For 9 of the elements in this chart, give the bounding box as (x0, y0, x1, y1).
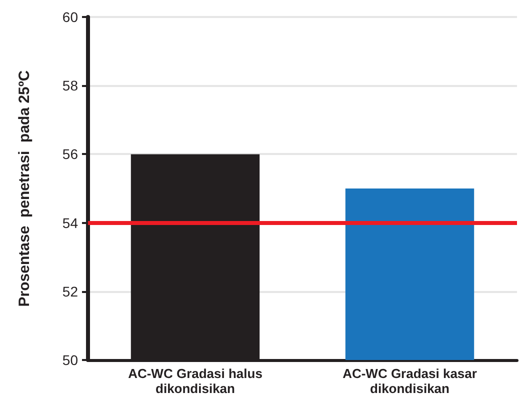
y-tick-label: 56 (62, 146, 78, 162)
y-tick-label: 52 (62, 283, 78, 300)
y-tick-label: 60 (62, 9, 78, 25)
y-tick-label: 50 (62, 352, 78, 368)
x-tick-label: AC-WC Gradasi kasar dikondisikan (342, 366, 477, 396)
y-tick-label: 54 (62, 214, 78, 231)
x-tick-label: AC-WC Gradasi halus dikondisikan (128, 366, 262, 396)
y-tick-label: 58 (62, 78, 78, 94)
y-axis-title: Prosentase penetrasi pada 25ºC (16, 70, 33, 307)
